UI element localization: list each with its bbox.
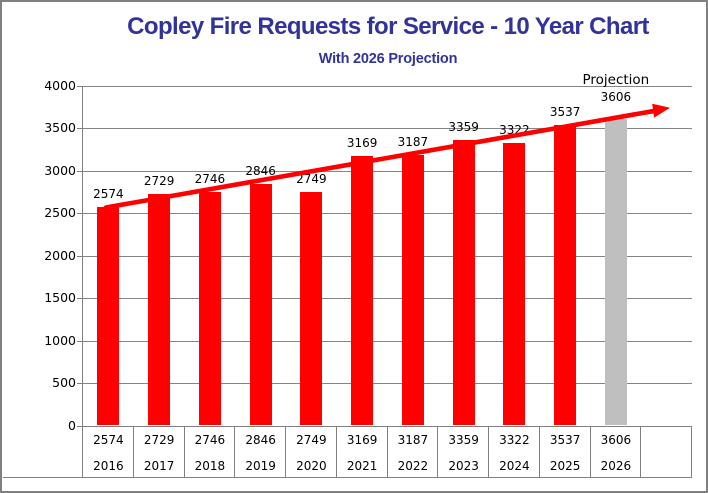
y-axis-label-0: 0 [68,417,76,433]
gridline-1000 [83,340,692,342]
table-value-cell: 2729 [143,432,175,447]
y-axis-line [82,85,83,478]
table-column-divider [589,425,591,478]
y-axis-tick-0 [77,425,83,427]
table-year-cell: 2018 [194,458,226,473]
table-value-cell: 2746 [194,432,226,447]
bar-2020 [300,191,323,426]
bar-value-label-2020: 2749 [296,171,327,186]
bar-2016 [97,206,120,426]
table-column-divider [640,425,642,478]
table-value-cell: 3187 [397,432,429,447]
y-axis-label-2500: 2500 [44,205,76,220]
bar-2025 [554,124,577,426]
y-axis-label-3500: 3500 [44,120,76,135]
table-column-divider [538,425,540,478]
gridline-1500 [83,298,692,299]
table-column-divider [488,425,489,478]
table-column-divider [234,425,236,478]
table-year-cell: 2024 [499,458,530,473]
table-year-cell: 2026 [600,458,632,473]
table-value-cell: 3359 [448,432,479,447]
table-value-cell: 3169 [346,432,378,447]
y-axis-label-1500: 1500 [44,290,76,305]
table-value-cell: 2749 [296,432,327,447]
gridline-3500 [83,128,692,129]
bar-value-label-2024: 3322 [499,123,530,138]
table-value-cell: 2846 [245,432,276,447]
chart-subtitle: With 2026 Projection [318,51,458,67]
gridline-4000 [83,85,692,87]
table-year-cell: 2023 [448,458,479,473]
projection-label-block: Projection 3606 [571,72,661,105]
table-value-cell: 3322 [499,432,530,447]
bar-value-label-2021: 3169 [346,136,378,151]
gridline-2500 [83,213,692,214]
bar-value-label-2018: 2746 [194,172,226,187]
y-axis-tick-2000 [77,255,83,257]
bar-value-label-2022: 3187 [397,134,429,149]
table-year-cell: 2025 [549,458,581,473]
table-column-divider [691,425,692,478]
bar-value-label-2025: 3537 [549,104,581,119]
y-axis-label-4000: 4000 [44,77,76,93]
projection-text: Projection [582,72,650,88]
table-column-divider [437,425,439,478]
y-axis-tick-1500 [77,298,83,299]
table-value-cell: 3537 [549,432,581,447]
bar-2022 [401,154,424,426]
gridline-3000 [83,170,692,172]
bar-value-label-2023: 3359 [448,119,479,134]
bar-2019 [249,183,272,426]
chart-title: Copley Fire Requests for Service - 10 Ye… [127,13,649,40]
projection-value-label: 3606 [600,90,632,104]
table-column-divider [386,425,388,478]
table-value-cell: 3606 [600,432,632,447]
table-column-divider [285,425,286,478]
y-axis-tick-3500 [77,128,83,129]
y-axis-tick-4000 [77,85,83,87]
table-column-divider [82,425,83,478]
bar-2021 [351,156,374,426]
gridline-500 [83,383,692,384]
y-axis-tick-500 [77,383,83,384]
gridline-2000 [83,255,692,257]
table-year-cell: 2017 [143,458,175,473]
table-column-divider [183,425,185,478]
table-bottom-border [3,477,692,478]
x-axis-line [83,425,692,427]
bar-2023 [452,139,475,426]
table-year-cell: 2021 [346,458,378,473]
table-year-cell: 2019 [245,458,276,473]
y-axis-tick-1000 [77,340,83,342]
bar-2018 [198,192,221,426]
bar-value-label-2016: 2574 [93,186,124,201]
bar-value-label-2019: 2846 [245,163,276,178]
table-year-cell: 2022 [397,458,429,473]
bar-2024 [503,143,526,426]
y-axis-label-1000: 1000 [44,332,76,348]
table-year-cell: 2020 [296,458,327,473]
table-year-cell: 2016 [93,458,124,473]
bar-value-label-2017: 2729 [143,173,175,188]
table-value-cell [641,427,692,453]
table-column-divider [335,425,337,478]
y-axis-tick-2500 [77,213,83,214]
table-column-divider [132,425,134,478]
y-axis-label-3000: 3000 [44,162,76,178]
arrowhead-icon [652,103,670,118]
y-axis-label-2000: 2000 [44,247,76,263]
y-axis-tick-3000 [77,170,83,172]
table-value-cell: 2574 [93,432,124,447]
y-axis-label-500: 500 [52,375,76,390]
table-year-cell [641,453,692,479]
projection-bar-2026 [604,118,627,426]
bar-2017 [148,193,171,426]
